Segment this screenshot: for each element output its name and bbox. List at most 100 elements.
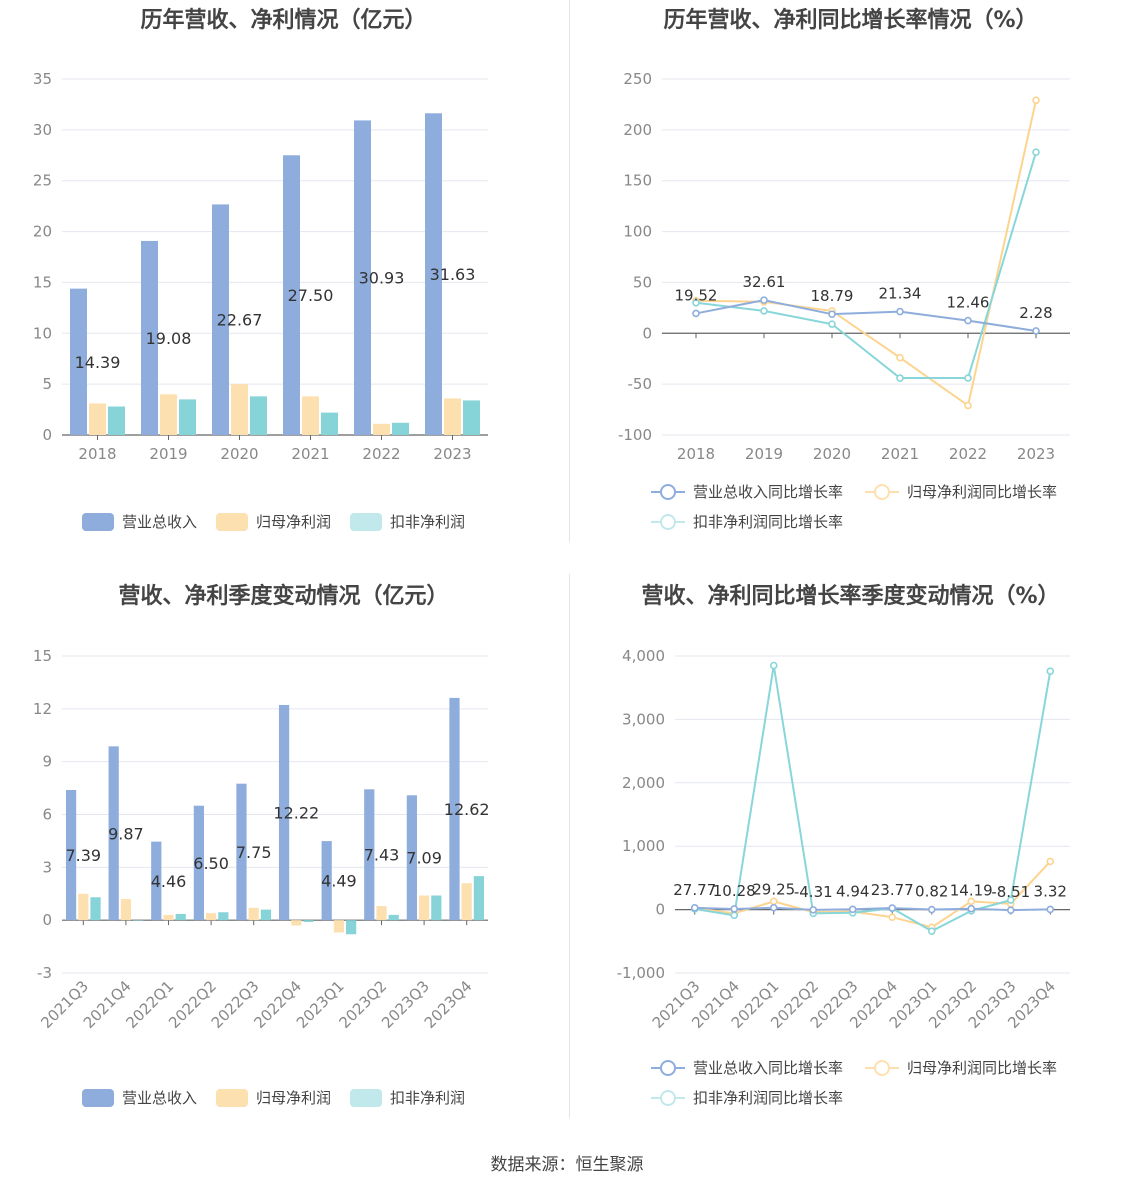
legend-item-revenue[interactable]: 营业总收入 — [82, 1087, 197, 1108]
bar-net-profit — [205, 913, 217, 921]
legend-item-deducted-growth[interactable]: 扣非净利润同比增长率 — [651, 511, 843, 532]
data-label: 2.28 — [1019, 304, 1052, 322]
bar-revenue — [406, 795, 417, 921]
bar-revenue — [108, 746, 119, 921]
legend-swatch-deducted — [350, 1088, 382, 1107]
bar-revenue — [65, 790, 77, 921]
data-point — [769, 897, 778, 906]
bar-revenue — [354, 120, 371, 436]
bar-deducted — [463, 400, 480, 435]
data-point — [964, 316, 972, 325]
bar-deducted — [90, 897, 101, 921]
data-point — [1046, 905, 1055, 914]
data-point — [730, 905, 739, 913]
y-tick-label: 20 — [33, 223, 52, 241]
series-line-revenue-growth — [694, 906, 1051, 912]
x-tick-label: 2018 — [677, 445, 715, 463]
y-tick-label: 12 — [33, 700, 52, 718]
bar-deducted — [179, 399, 196, 435]
data-label: 0.82 — [915, 883, 948, 901]
legend-item-deducted[interactable]: 扣非净利润 — [350, 511, 465, 532]
x-tick-label: 2023 — [1017, 445, 1055, 463]
bar-deducted — [133, 920, 144, 921]
x-tick-label: 2020 — [813, 445, 851, 463]
legend-item-revenue[interactable]: 营业总收入 — [82, 511, 197, 532]
legend-label: 归母净利润同比增长率 — [907, 1059, 1058, 1077]
legend-label: 扣非净利润同比增长率 — [693, 513, 844, 531]
bar-net-profit — [418, 895, 430, 921]
annual-revenue-profit-panel: 历年营收、净利情况（亿元） 0 5 10 15 20 25 30 35 2018 2019 2020… — [0, 0, 567, 570]
legend-label: 营业总收入 — [122, 513, 198, 531]
legend-swatch-net-profit-growth — [865, 483, 899, 501]
y-tick-label: 0 — [42, 426, 52, 444]
y-tick-label: -1,000 — [617, 964, 665, 982]
annual-line-title: 历年营收、净利同比增长率情况（%） — [663, 8, 1038, 33]
bar-net-profit — [373, 423, 390, 435]
data-label: 31.63 — [430, 265, 476, 284]
data-point — [690, 904, 699, 912]
legend-item-revenue-growth[interactable]: 营业总收入同比增长率 — [651, 1057, 843, 1078]
data-point — [769, 903, 778, 912]
y-tick-label: 35 — [33, 70, 52, 88]
series-line-revenue-growth — [695, 299, 1037, 332]
bar-deducted — [250, 396, 267, 435]
data-label: 27.50 — [288, 286, 334, 305]
x-tick-label: 2019 — [149, 445, 187, 463]
bar-net-profit — [291, 920, 302, 926]
legend-swatch-revenue — [82, 512, 114, 531]
y-tick-label: 25 — [33, 172, 52, 190]
y-tick-label: 10 — [33, 324, 52, 342]
legend-item-net-profit[interactable]: 归母净利润 — [216, 1087, 331, 1108]
x-tick-label: 2022 — [362, 445, 400, 463]
data-point — [1046, 667, 1055, 676]
legend-item-net-profit-growth[interactable]: 归母净利润同比增长率 — [865, 1057, 1057, 1078]
legend-swatch-deducted-growth — [651, 1089, 685, 1107]
y-tick-label: 50 — [633, 273, 652, 291]
y-tick-label: 15 — [33, 647, 52, 665]
y-tick-label: 9 — [42, 753, 52, 771]
data-point — [896, 353, 904, 362]
y-tick-label: 0 — [655, 901, 665, 919]
bar-revenue — [212, 204, 229, 435]
data-point — [1032, 96, 1040, 105]
annual-bar-title: 历年营收、净利情况（亿元） — [140, 8, 427, 33]
bar-revenue — [236, 783, 247, 921]
legend-label: 营业总收入同比增长率 — [693, 483, 844, 501]
data-point — [964, 374, 972, 382]
data-point — [964, 401, 972, 410]
data-label: 12.46 — [947, 294, 990, 312]
data-label: 10.28 — [713, 882, 756, 900]
data-point — [1006, 906, 1015, 914]
bar-deducted — [473, 876, 485, 921]
legend-swatch-deducted-growth — [651, 513, 685, 531]
data-label: 7.39 — [65, 846, 101, 865]
bar-revenue — [283, 155, 300, 436]
legend-item-deducted-growth[interactable]: 扣非净利润同比增长率 — [651, 1087, 843, 1108]
y-tick-label: -3 — [37, 964, 52, 982]
bar-revenue — [278, 704, 290, 921]
y-tick-label: 5 — [42, 375, 52, 393]
x-tick-label: 2023Q4 — [421, 977, 476, 1032]
data-label: 7.09 — [406, 849, 442, 868]
x-tick-label: 2019 — [745, 445, 783, 463]
bar-net-profit — [302, 396, 319, 435]
bar-net-profit — [163, 914, 174, 921]
quarterly-growth-panel: 营收、净利同比增长率季度变动情况（%） -1,000 0 1,000 2,000 3,0… — [567, 576, 1134, 1146]
y-tick-label: 100 — [623, 223, 652, 241]
legend-label: 扣非净利润 — [390, 513, 466, 531]
legend-item-revenue-growth[interactable]: 营业总收入同比增长率 — [651, 481, 843, 502]
bar-net-profit — [444, 398, 461, 435]
legend-item-deducted[interactable]: 扣非净利润 — [350, 1087, 465, 1108]
data-label: 14.39 — [75, 353, 121, 372]
legend-item-net-profit[interactable]: 归母净利润 — [216, 511, 331, 532]
y-tick-label: -100 — [618, 426, 652, 444]
data-point — [888, 904, 897, 912]
annual-growth-panel: 历年营收、净利同比增长率情况（%） -100 -50 0 50 100 150 200 250… — [567, 0, 1134, 570]
legend-label: 归母净利润 — [256, 513, 332, 531]
legend-swatch-revenue — [82, 1088, 114, 1107]
bar-deducted — [321, 412, 338, 435]
x-tick-label: 2021 — [881, 445, 919, 463]
data-point — [828, 310, 836, 318]
y-tick-label: 15 — [33, 273, 52, 291]
legend-item-net-profit-growth[interactable]: 归母净利润同比增长率 — [865, 481, 1057, 502]
